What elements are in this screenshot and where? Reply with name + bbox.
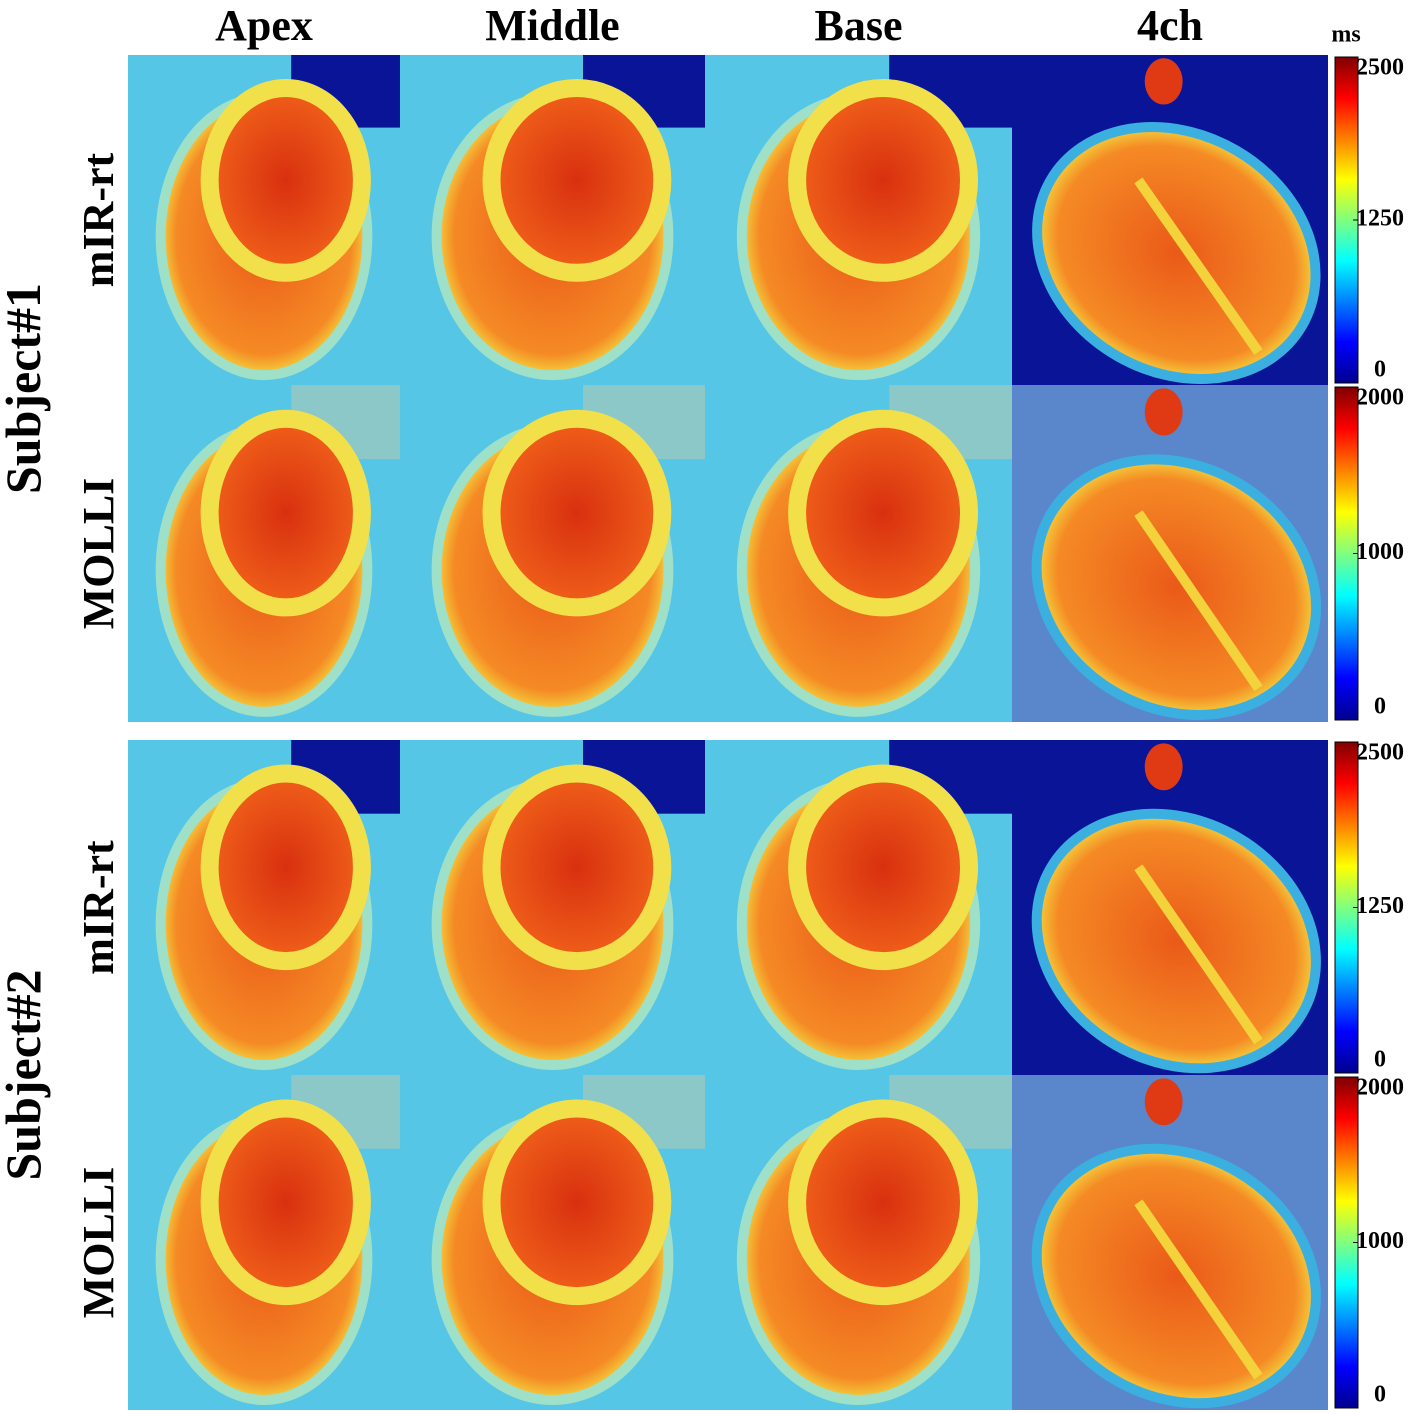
colorbar-tick-label: 0 <box>1374 1047 1386 1073</box>
septum <box>1134 510 1263 692</box>
septum <box>1134 1199 1263 1380</box>
myocardium <box>200 78 371 282</box>
colorbar-tick-label: 1250 <box>1356 893 1404 919</box>
subject-label: Subject#2 <box>0 969 51 1180</box>
map-panel <box>128 1075 400 1410</box>
myocardium <box>200 409 371 617</box>
map-panel <box>400 385 705 722</box>
myocardium <box>482 1099 672 1306</box>
colorbar-tick-label: 1000 <box>1356 539 1404 565</box>
unit-label: ms <box>1331 22 1360 48</box>
map-panel <box>1012 55 1328 385</box>
map-panel <box>400 740 705 1075</box>
myocardium <box>482 764 672 971</box>
atrium <box>1144 1078 1183 1126</box>
heart-body <box>1031 454 1322 720</box>
heart-body <box>1031 1143 1321 1409</box>
map-panel <box>128 385 400 722</box>
row-label: mIR-rt <box>74 152 123 287</box>
heart-body <box>1031 808 1321 1074</box>
colorbar-tick-label: 1250 <box>1356 206 1404 232</box>
column-header: Apex <box>215 1 313 50</box>
map-panel <box>705 740 1012 1075</box>
map-panel <box>1012 385 1328 722</box>
myocardium <box>200 764 371 971</box>
row-label: mIR-rt <box>74 840 123 975</box>
map-panel <box>1012 1075 1328 1410</box>
map-panel <box>400 1075 705 1410</box>
column-header: Middle <box>485 1 619 50</box>
myocardium <box>200 1099 371 1306</box>
colorbar-tick-label: 1000 <box>1356 1228 1404 1254</box>
myocardium <box>482 78 672 282</box>
colorbar-tick-label: 0 <box>1374 694 1386 720</box>
subject-label: Subject#1 <box>0 283 51 494</box>
map-panel <box>128 55 400 385</box>
row-label: MOLLI <box>74 1167 123 1319</box>
column-header: 4ch <box>1137 1 1203 50</box>
myocardium <box>482 409 672 617</box>
map-panel <box>705 55 1012 385</box>
septum <box>1134 177 1263 355</box>
row-label: MOLLI <box>74 478 123 630</box>
myocardium <box>788 409 979 617</box>
colorbar-tick-label: 2500 <box>1356 740 1404 766</box>
myocardium <box>788 764 979 971</box>
colorbar-tick-label: 2500 <box>1356 55 1404 81</box>
column-header: Base <box>815 1 903 50</box>
map-panel <box>705 1075 1012 1410</box>
colorbar-tick-label: 0 <box>1374 357 1386 383</box>
septum <box>1134 864 1263 1045</box>
atrium <box>1144 743 1183 791</box>
map-panel <box>1012 740 1328 1075</box>
colorbar-tick-label: 2000 <box>1356 1075 1404 1101</box>
map-panel <box>705 385 1012 722</box>
colorbar-tick-label: 2000 <box>1356 385 1404 411</box>
heart-body <box>1032 122 1321 384</box>
map-panel <box>400 55 705 385</box>
map-panel <box>128 740 400 1075</box>
atrium <box>1144 388 1183 436</box>
myocardium <box>788 78 979 282</box>
atrium <box>1144 58 1183 105</box>
colorbar-tick-label: 0 <box>1374 1382 1386 1408</box>
myocardium <box>788 1099 979 1306</box>
